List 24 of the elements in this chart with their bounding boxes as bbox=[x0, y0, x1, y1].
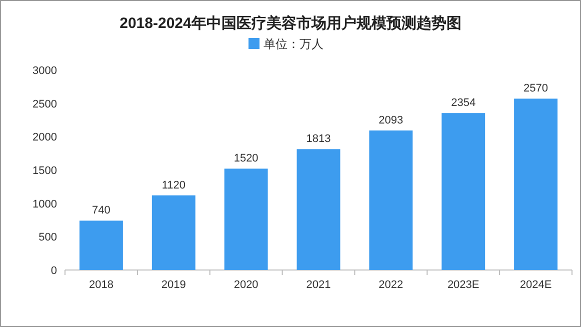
data-label: 1520 bbox=[234, 152, 258, 165]
y-tick-label: 1000 bbox=[32, 198, 57, 210]
x-tick-label: 2018 bbox=[88, 279, 114, 291]
data-label: 1813 bbox=[306, 133, 331, 146]
x-tick-label: 2022 bbox=[378, 279, 404, 291]
legend: 单位：万人 bbox=[248, 37, 324, 51]
x-tick-label: 2021 bbox=[306, 279, 331, 291]
data-label: 2570 bbox=[524, 82, 548, 95]
y-tick-label: 3000 bbox=[32, 65, 57, 77]
legend-label: 单位：万人 bbox=[264, 37, 324, 51]
data-label: 2093 bbox=[378, 114, 404, 126]
x-tick-label: 2023E bbox=[447, 279, 480, 291]
data-label: 1120 bbox=[162, 179, 186, 192]
y-tick-label: 2000 bbox=[32, 132, 57, 144]
title: 2018-2024年中国医疗美容市场用户规模预测趋势图 bbox=[120, 15, 462, 32]
y-tick-label: 500 bbox=[38, 232, 57, 244]
data-label: 740 bbox=[92, 204, 110, 217]
x-tick-label: 2020 bbox=[234, 279, 258, 291]
y-tick-label: 0 bbox=[50, 265, 57, 277]
x-tick-label: 2024E bbox=[520, 279, 552, 291]
x-tick-label: 2019 bbox=[161, 279, 186, 291]
y-tick-label: 2500 bbox=[32, 98, 57, 110]
y-tick-label: 1500 bbox=[32, 165, 57, 177]
data-label: 2354 bbox=[451, 97, 476, 110]
